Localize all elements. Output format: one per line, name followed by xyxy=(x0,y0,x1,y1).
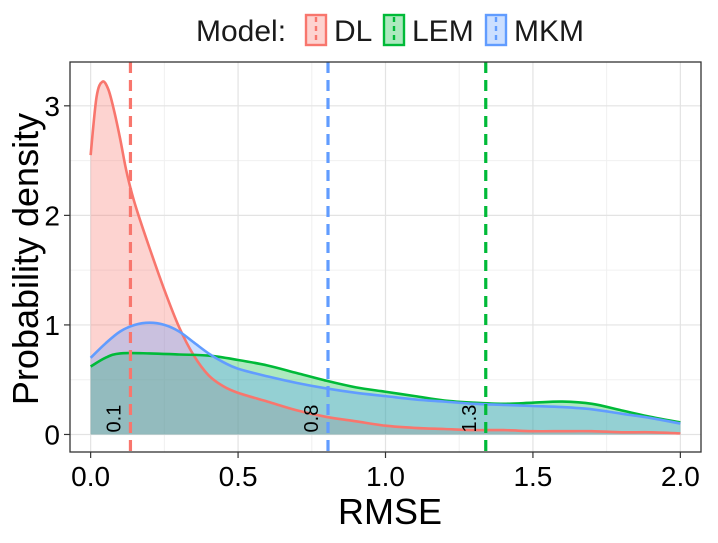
mean-label-dl: 0.1 xyxy=(103,405,125,433)
mean-label-lem: 1.3 xyxy=(459,405,481,433)
legend-item-lem: LEM xyxy=(382,13,474,48)
x-tick-label: 0.5 xyxy=(219,461,258,492)
legend-item-mkm: MKM xyxy=(484,13,584,48)
x-axis-label: RMSE xyxy=(338,491,442,532)
density-line-lem xyxy=(89,351,681,424)
density-area-dl xyxy=(90,81,681,435)
y-tick-label: 1 xyxy=(44,310,60,341)
mean-lines xyxy=(128,62,488,452)
y-tick-label: 2 xyxy=(44,200,60,231)
density-line-dl xyxy=(89,80,681,435)
x-axis-ticks: 0.0 0.5 1.0 1.5 2.0 xyxy=(71,452,700,492)
x-tick-label: 1.0 xyxy=(366,461,405,492)
legend-label-lem: LEM xyxy=(412,15,474,48)
x-tick-label: 0.0 xyxy=(71,461,110,492)
mean-labels: 0.1 0.8 1.3 xyxy=(103,405,480,433)
x-tick-label: 2.0 xyxy=(661,461,700,492)
legend-item-dl: DL xyxy=(304,13,372,48)
mean-label-mkm: 0.8 xyxy=(301,405,323,433)
y-tick-label: 3 xyxy=(44,91,60,122)
legend-title: Model: xyxy=(196,15,286,48)
legend: Model: DL LEM MKM xyxy=(196,13,584,48)
density-lines xyxy=(89,80,681,435)
density-area-lem xyxy=(90,353,681,435)
y-tick-label: 0 xyxy=(44,419,60,450)
density-line-mkm xyxy=(89,321,681,425)
x-tick-label: 1.5 xyxy=(513,461,552,492)
legend-entries: DL LEM MKM xyxy=(304,13,584,48)
legend-label-dl: DL xyxy=(334,15,372,48)
y-axis-ticks: 0 1 2 3 xyxy=(44,91,70,450)
legend-label-mkm: MKM xyxy=(514,15,584,48)
grid xyxy=(70,62,701,452)
y-axis-label: Probability density xyxy=(5,113,46,405)
